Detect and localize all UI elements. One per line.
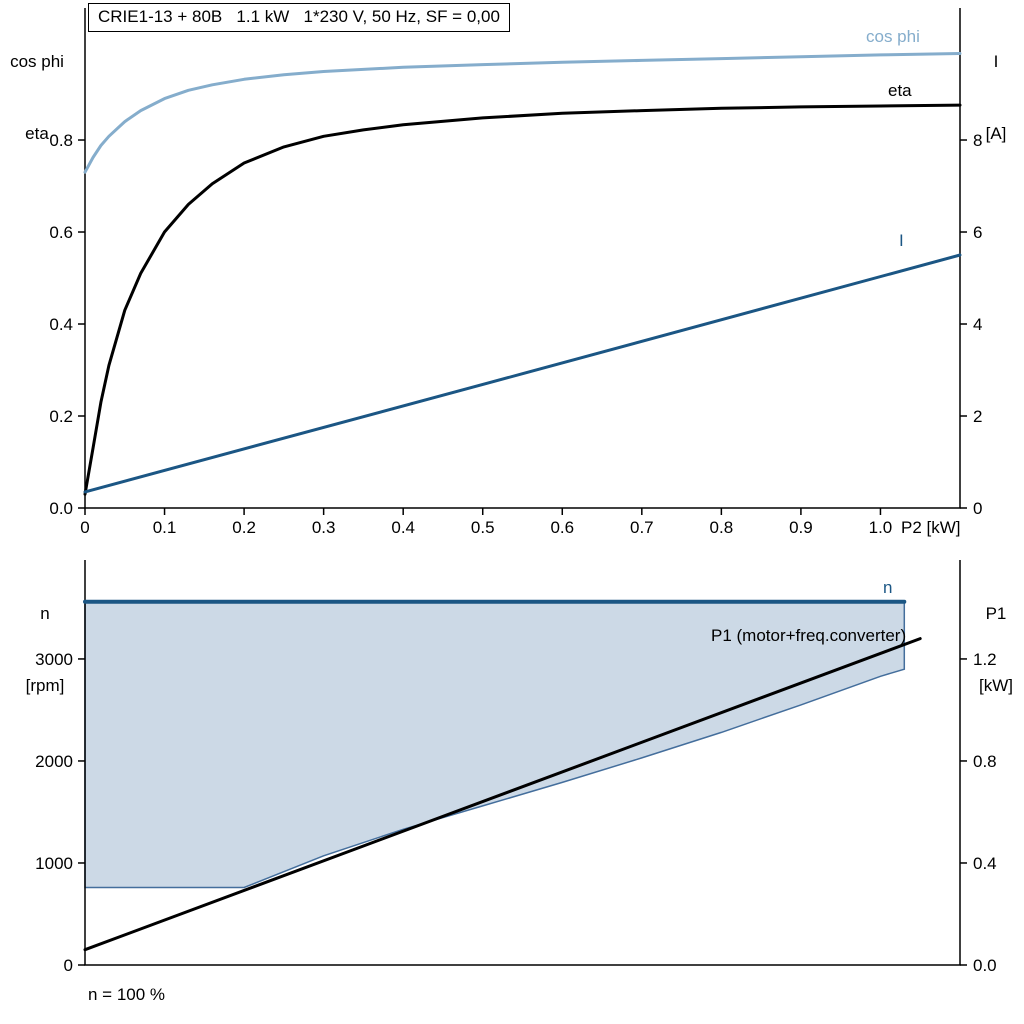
y-left-tick-label: 0	[64, 956, 73, 975]
y-left-tick-label: 0.6	[49, 223, 73, 242]
x-tick-label: 0	[80, 518, 89, 537]
y-right-tick-label: 1.2	[973, 650, 997, 669]
p1-curve	[83, 637, 922, 952]
y-right-tick-label: 0.0	[973, 956, 997, 975]
current-curve	[83, 253, 962, 494]
speed-operating-region	[84, 601, 906, 889]
y-right-tick-label: 4	[973, 315, 982, 334]
eta-curve-label: eta	[888, 81, 912, 100]
p1-axis-label: P1	[985, 604, 1007, 623]
y-right-tick-label: 0.8	[973, 752, 997, 771]
current-axis-label: I	[993, 52, 999, 71]
y-left-tick-label: 3000	[35, 650, 73, 669]
cos-phi-curve-label: cos phi	[866, 27, 920, 46]
y-right-tick-label: 2	[973, 407, 982, 426]
top-chart-right-axis-title: I [A]	[972, 2, 1020, 194]
y-left-tick-label: 0.4	[49, 315, 73, 334]
x-tick-label: 0.4	[391, 518, 415, 537]
x-tick-label: 0.9	[789, 518, 813, 537]
x-tick-label: 0.6	[550, 518, 574, 537]
cos-phi-axis-label: cos phi	[10, 52, 64, 71]
speed-unit-label: [rpm]	[25, 676, 65, 695]
top-chart-left-axis-title: cos phi eta	[2, 2, 72, 194]
eta-axis-label: eta	[25, 124, 49, 143]
y-right-tick-label: 0	[973, 499, 982, 518]
speed-footnote: n = 100 %	[88, 985, 166, 1004]
y-right-tick-label: 8	[973, 131, 982, 150]
speed-curve-label: n	[883, 578, 893, 597]
cos-phi-curve	[83, 52, 962, 174]
x-tick-label: 0.2	[232, 518, 256, 537]
x-tick-label: 0.3	[312, 518, 336, 537]
x-axis-title: P2 [kW]	[901, 518, 961, 537]
x-tick-label: 1.0	[869, 518, 893, 537]
y-right-tick-label: 0.4	[973, 854, 997, 873]
chart-title: CRIE1-13 + 80B 1.1 kW 1*230 V, 50 Hz, SF…	[88, 3, 510, 32]
current-unit-label: [A]	[985, 124, 1007, 143]
y-right-tick-label: 6	[973, 223, 982, 242]
y-left-tick-label: 0.8	[49, 131, 73, 150]
speed-axis-label: n	[40, 604, 50, 623]
y-left-tick-label: 0.2	[49, 407, 73, 426]
eta-curve	[83, 103, 962, 496]
bottom-chart-right-axis-title: P1 [kW]	[970, 554, 1022, 746]
p1-unit-label: [kW]	[979, 676, 1013, 695]
x-tick-label: 0.7	[630, 518, 654, 537]
x-tick-label: 0.5	[471, 518, 495, 537]
p1-curve-label: P1 (motor+freq.converter)	[711, 626, 907, 645]
x-tick-label: 0.1	[153, 518, 177, 537]
y-left-tick-label: 1000	[35, 854, 73, 873]
x-tick-label: 0.8	[710, 518, 734, 537]
bottom-chart-left-axis-title: n [rpm]	[8, 554, 82, 746]
y-left-tick-label: 2000	[35, 752, 73, 771]
y-left-tick-label: 0.0	[49, 499, 73, 518]
current-curve-label: I	[899, 231, 904, 250]
